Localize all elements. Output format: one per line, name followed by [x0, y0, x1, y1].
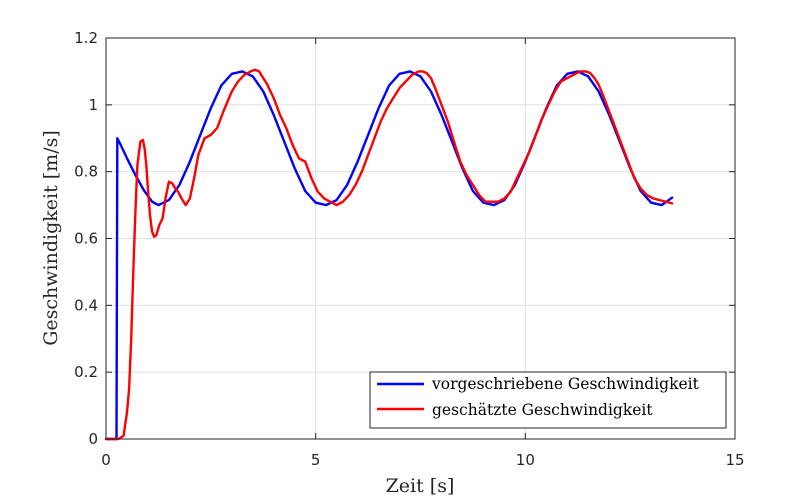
- ticks: [105, 37, 736, 440]
- tick-labels: 0 5 10 15 0 0.2 0.4 0.6 0.8 1 1.2: [74, 29, 744, 469]
- x-tick-label: 10: [516, 451, 535, 469]
- y-tick-label: 0: [88, 430, 98, 448]
- series-line-geschaetzte: [104, 68, 674, 441]
- y-tick-label: 0.8: [74, 163, 98, 181]
- legend-box: [369, 371, 727, 429]
- y-axis-label: Geschwindigkeit [m/s]: [40, 130, 62, 346]
- legend: vorgeschriebene Geschwindigkeit geschätz…: [369, 371, 727, 429]
- x-tick-label: 5: [311, 451, 321, 469]
- y-tick-label: 0.4: [74, 296, 98, 314]
- y-tick-label: 0.2: [74, 363, 98, 381]
- x-tick-label: 0: [101, 451, 111, 469]
- y-tick-label: 1.2: [74, 29, 98, 47]
- legend-label-vorgeschriebene: vorgeschriebene Geschwindigkeit: [431, 375, 700, 393]
- legend-label-geschaetzte: geschätzte Geschwindigkeit: [432, 401, 653, 419]
- y-tick-label: 1: [88, 96, 98, 114]
- series-layer: [104, 68, 674, 441]
- x-axis-label: Zeit [s]: [386, 475, 455, 497]
- x-tick-label: 15: [725, 451, 744, 469]
- y-tick-label: 0.6: [74, 230, 98, 248]
- series-line-vorgeschriebene: [104, 70, 674, 441]
